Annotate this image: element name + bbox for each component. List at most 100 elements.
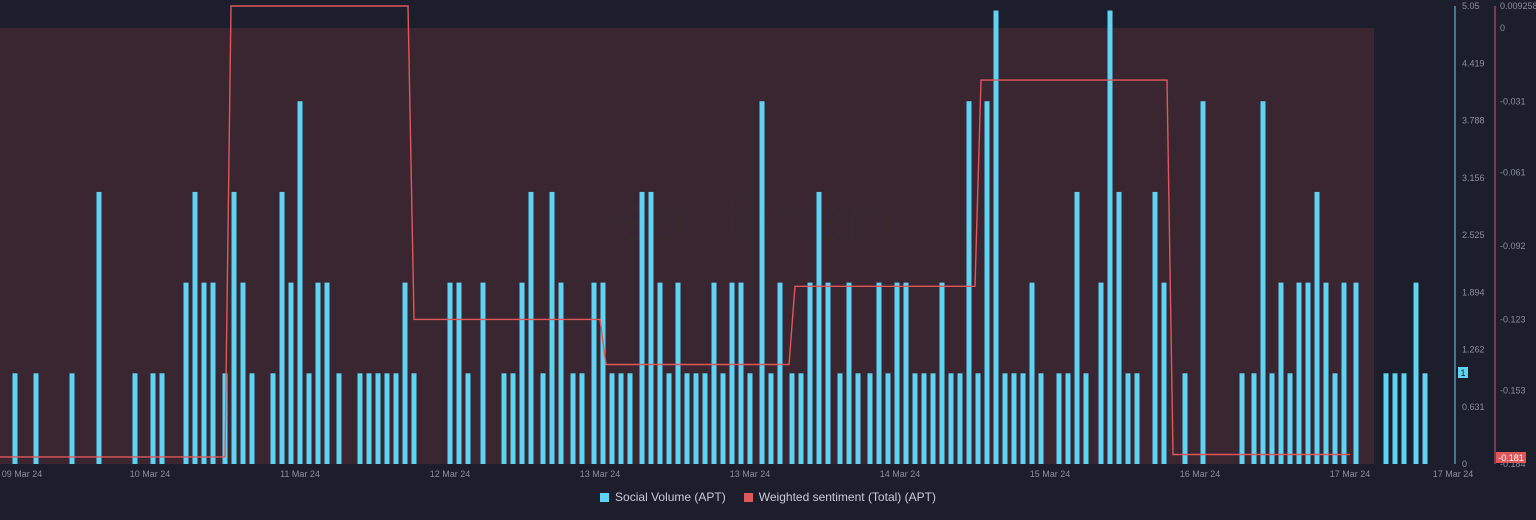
bar-mark (69, 373, 75, 464)
bar-mark (807, 282, 813, 464)
x-tick-label: 14 Mar 24 (880, 469, 921, 479)
bar-mark (579, 373, 585, 464)
bar-mark (150, 373, 156, 464)
bar-mark (618, 373, 624, 464)
bar-mark (279, 191, 285, 465)
bar-mark (1383, 373, 1389, 464)
x-tick-label: 10 Mar 24 (130, 469, 171, 479)
bar-mark (1056, 373, 1062, 464)
bar-mark (930, 373, 936, 464)
bar-mark (639, 191, 645, 465)
sentiment-badge (1496, 452, 1526, 463)
bar-mark (480, 282, 486, 464)
bar-mark (657, 282, 663, 464)
bar-mark (1296, 282, 1302, 464)
bar-mark (1278, 282, 1284, 464)
left-y-tick-label: 0.631 (1462, 402, 1485, 412)
left-y-tick-label: 1.262 (1462, 345, 1485, 355)
bar-mark (288, 282, 294, 464)
right-y-tick-label: -0.123 (1500, 314, 1526, 324)
bar-mark (666, 373, 672, 464)
bar-mark (693, 373, 699, 464)
legend-swatch-bars (600, 492, 610, 502)
left-y-tick-label: 3.788 (1462, 116, 1485, 126)
sentiment-line-path (0, 5, 1350, 458)
bar-mark (1413, 282, 1419, 464)
bar-mark (324, 282, 330, 464)
bar-mark (210, 282, 216, 464)
bar-mark (747, 373, 753, 464)
x-axis-ticks: 09 Mar 24 10 Mar 24 11 Mar 24 12 Mar 24 13 M… (2, 469, 1474, 479)
bar-mark (393, 373, 399, 464)
sentiment-badge-text: -0.181 (1498, 453, 1524, 463)
bar-mark (192, 191, 198, 465)
bar-mark (939, 282, 945, 464)
bar-mark (867, 373, 873, 464)
left-y-tick-label: 0 (1462, 459, 1467, 469)
bar-mark (1020, 373, 1026, 464)
bar-mark (558, 282, 564, 464)
left-y-tick-label: 5.05 (1462, 1, 1480, 11)
bar-mark (1182, 373, 1188, 464)
bar-mark (1161, 282, 1167, 464)
right-y-tick-label: -0.184 (1500, 459, 1526, 469)
bar-mark (1305, 282, 1311, 464)
bar-mark (375, 373, 381, 464)
left-axis-ticks: 5.05 4.419 3.788 3.156 2.525 1.894 1.262 0.631 0 (1462, 1, 1485, 469)
bar-mark (894, 282, 900, 464)
bar-mark (447, 282, 453, 464)
x-tick-label: 13 Mar 24 (730, 469, 771, 479)
volume-badge-text: 1 (1460, 368, 1465, 378)
legend-item-social-volume[interactable]: Social Volume (APT) (600, 490, 726, 504)
bar-mark (540, 373, 546, 464)
right-axis-ticks: 0.009258 0 -0.031 -0.061 -0.092 -0.123 -0.153 -… (1500, 1, 1536, 469)
volume-badge (1458, 367, 1468, 378)
bar-mark (777, 282, 783, 464)
bar-mark (789, 373, 795, 464)
legend-swatch-line (743, 492, 753, 502)
bar-mark (231, 191, 237, 465)
bar-mark (855, 373, 861, 464)
axes (1454, 6, 1496, 464)
bar-mark (528, 191, 534, 465)
x-tick-label: 17 Mar 24 (1330, 469, 1371, 479)
right-y-tick-label: -0.061 (1500, 168, 1526, 178)
x-tick-label: 17 Mar 24 (1433, 469, 1474, 479)
current-value-badges: 1 -0.181 (1458, 367, 1526, 463)
bar-mark (1098, 282, 1104, 464)
legend: Social Volume (APT) Weighted sentiment (… (0, 490, 1536, 504)
bar-mark (957, 373, 963, 464)
bar-mark (1269, 373, 1275, 464)
bar-mark (510, 373, 516, 464)
bar-mark (1287, 373, 1293, 464)
legend-label-sentiment: Weighted sentiment (Total) (APT) (758, 490, 936, 504)
bar-mark (609, 373, 615, 464)
bar-mark (1260, 101, 1266, 464)
bar-mark (1107, 10, 1113, 464)
bar-mark (627, 373, 633, 464)
bar-mark (675, 282, 681, 464)
bar-mark (846, 282, 852, 464)
x-tick-label: 12 Mar 24 (430, 469, 471, 479)
bar-mark (1314, 191, 1320, 465)
legend-item-sentiment[interactable]: Weighted sentiment (Total) (APT) (743, 490, 936, 504)
bar-mark (984, 101, 990, 464)
bar-mark (366, 373, 372, 464)
bar-mark (96, 191, 102, 465)
bar-mark (876, 282, 882, 464)
bar-mark (384, 373, 390, 464)
bar-mark (33, 373, 39, 464)
bar-mark (921, 373, 927, 464)
bar-mark (816, 191, 822, 465)
bar-mark (1038, 373, 1044, 464)
bar-mark (1134, 373, 1140, 464)
sentiment-line (0, 5, 1350, 458)
bar-mark (702, 373, 708, 464)
x-tick-label: 11 Mar 24 (280, 469, 320, 479)
bar-mark (411, 373, 417, 464)
bar-mark (729, 282, 735, 464)
bar-mark (1239, 373, 1245, 464)
right-y-tick-label: -0.092 (1500, 241, 1526, 251)
left-y-tick-label: 1.894 (1462, 287, 1485, 297)
